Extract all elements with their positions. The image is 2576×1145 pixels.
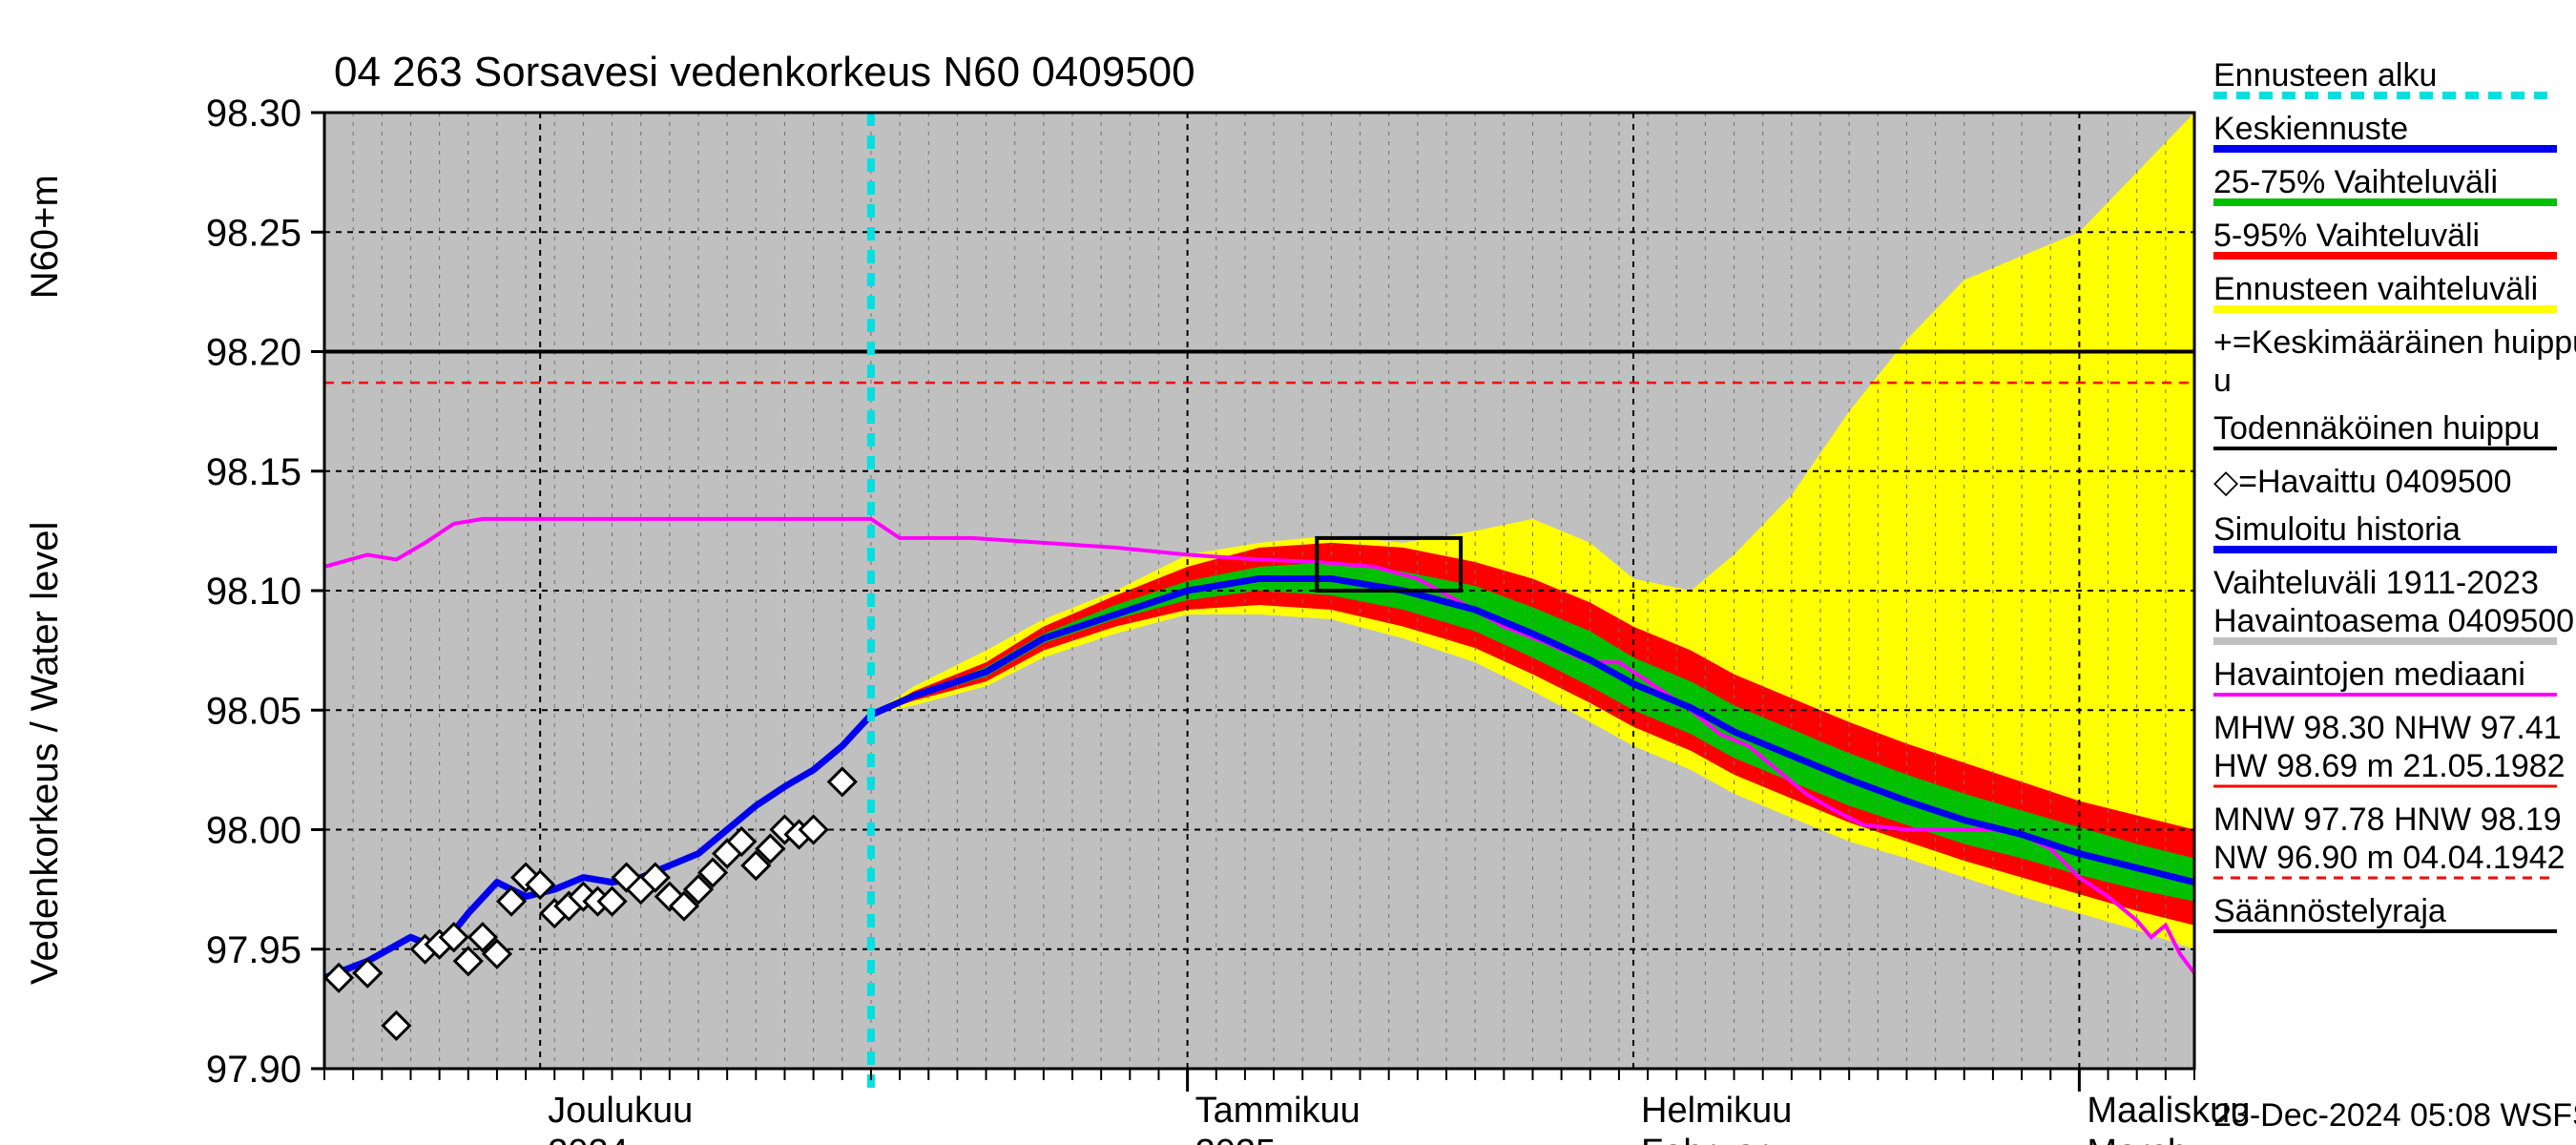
y-axis-label-secondary: N60+m	[24, 175, 66, 299]
legend-label: Ennusteen vaihteluväli	[2213, 271, 2538, 307]
y-axis-label-primary: Vedenkorkeus / Water level	[24, 522, 66, 985]
x-month-label-bot: March	[2087, 1133, 2188, 1145]
y-tick-label: 98.25	[206, 212, 301, 254]
y-tick-label: 98.30	[206, 93, 301, 135]
x-month-label-bot: 2025	[1195, 1133, 1277, 1145]
chart-svg: 97.90 97.95 98.00 98.05 98.10 98.15 98.20 98.25…	[0, 0, 2576, 1145]
x-month-label-bot: February	[1641, 1133, 1786, 1145]
legend-label: MHW 98.30 NHW 97.41	[2213, 710, 2562, 746]
legend-label: 5-95% Vaihteluväli	[2213, 218, 2480, 254]
legend-label: Simuloitu historia	[2213, 511, 2461, 548]
y-tick-label: 98.20	[206, 332, 301, 374]
legend-label: 25-75% Vaihteluväli	[2213, 164, 2498, 200]
y-tick-label: 98.05	[206, 690, 301, 732]
x-month-label-top: Helmikuu	[1641, 1091, 1792, 1131]
legend-label-extra: HW 98.69 m 21.05.1982	[2213, 748, 2566, 784]
legend-label: Säännöstelyraja	[2213, 893, 2446, 929]
legend-label-extra: u	[2213, 363, 2232, 399]
y-tick-label: 97.90	[206, 1049, 301, 1091]
x-month-label-top: Tammikuu	[1195, 1091, 1361, 1131]
x-month-label-top: Joulukuu	[548, 1091, 693, 1131]
y-tick-label: 98.00	[206, 810, 301, 852]
legend-label: Vaihteluväli 1911-2023	[2213, 565, 2539, 601]
legend-label: Todennäköinen huippu	[2213, 410, 2540, 447]
chart-root: 97.90 97.95 98.00 98.05 98.10 98.15 98.20 98.25…	[0, 0, 2576, 1145]
y-tick-label: 98.10	[206, 571, 301, 613]
legend-label: Havaintojen mediaani	[2213, 656, 2525, 693]
legend-label: ◇=Havaittu 0409500	[2213, 464, 2512, 500]
y-tick-label: 98.15	[206, 451, 301, 493]
legend-label: MNW 97.78 HNW 98.19	[2213, 802, 2562, 838]
legend-label: Ennusteen alku	[2213, 57, 2437, 94]
legend-label: +=Keskimääräinen huippu	[2213, 324, 2576, 361]
footer-timestamp: 23-Dec-2024 05:08 WSFS-O	[2213, 1097, 2576, 1134]
legend-label: Keskiennuste	[2213, 111, 2408, 147]
legend-label-extra: NW 96.90 m 04.04.1942	[2213, 840, 2566, 876]
x-month-label-bot: 2024	[548, 1133, 629, 1145]
chart-title: 04 263 Sorsavesi vedenkorkeus N60 040950…	[334, 49, 1195, 95]
y-tick-label: 97.95	[206, 929, 301, 971]
legend-label-extra: Havaintoasema 0409500	[2213, 603, 2574, 639]
